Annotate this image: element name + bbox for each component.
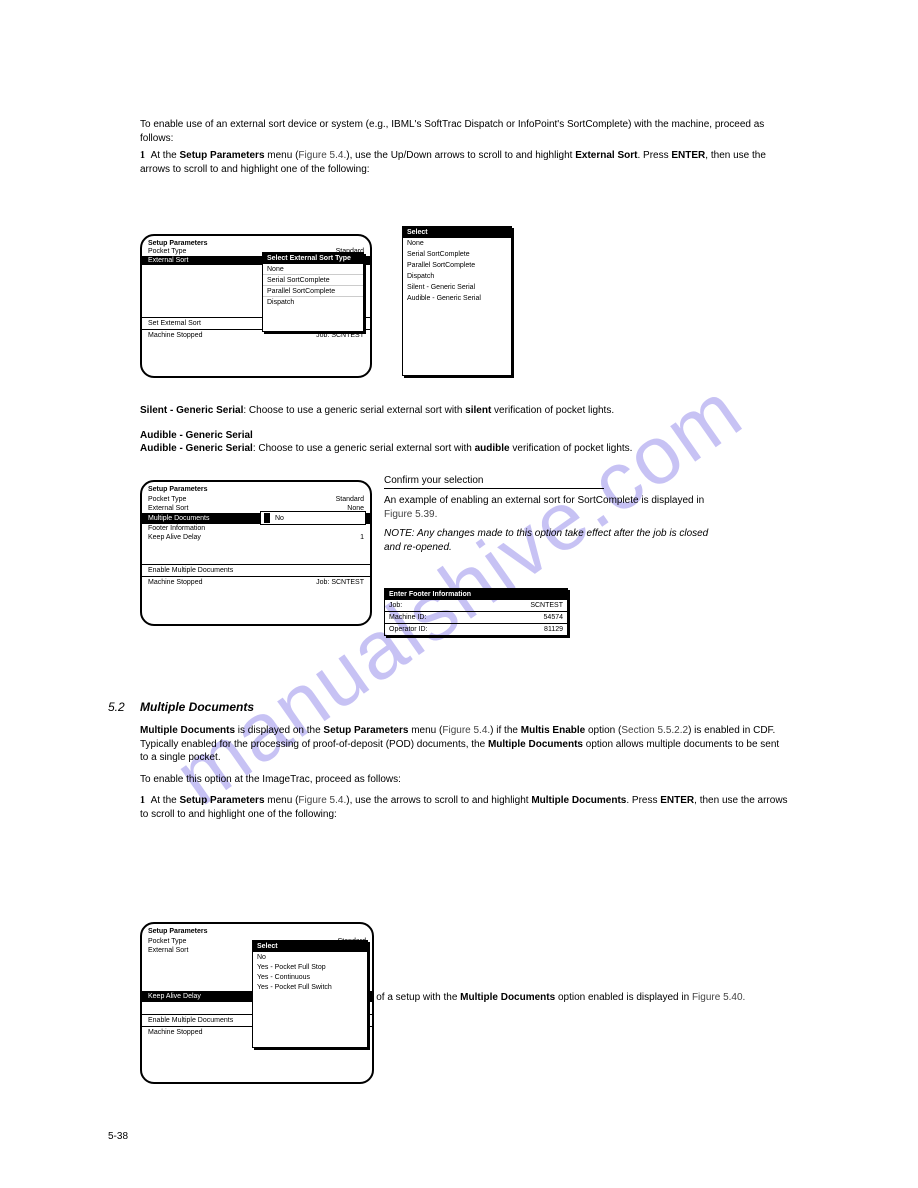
step-1: 1 At the Setup Parameters menu (Figure 5… [140,149,770,176]
list-item: Yes - Continuous [253,972,367,982]
list-item: Yes - Pocket Full Switch [253,982,367,992]
popup-select: Select No Yes - Pocket Full Stop Yes - C… [252,940,368,1048]
page-number: 5-38 [108,1131,128,1142]
monitor-multiple-options: Setup Parameters Pocket TypeStandard Ext… [140,922,374,1084]
footer-title: Enter Footer Information [385,589,567,600]
popup-external-sort: Select External Sort Type None Serial So… [262,252,364,332]
instruction: To enable this option at the ImageTrac, … [140,773,788,787]
note: NOTE: Any changes made to this option ta… [384,527,714,554]
popup-title: Select [253,941,367,952]
list-item: Audible - Generic Serial [403,293,511,304]
footer-info-box: Enter Footer Information Job:SCNTEST Mac… [384,588,568,636]
soft-row: Enable Multiple Documents [142,565,370,576]
silent-text: Silent - Generic Serial: Choose to use a… [140,404,780,418]
section-silent-audible: Silent - Generic Serial: Choose to use a… [140,404,780,455]
monitor-title: Setup Parameters [142,236,370,247]
table-row: Footer Information [142,524,370,533]
section-external-sort: To enable use of an external sort device… [140,118,770,182]
table-row-highlight: Multiple Documents No [142,513,370,524]
monitor-external-sort: Setup Parameters Pocket TypeStandard Ext… [140,234,372,378]
list-item: None [263,264,363,275]
page: To enable use of an external sort device… [0,0,918,1188]
screens-1: Setup Parameters Pocket TypeStandard Ext… [140,234,372,378]
confirm-text: An example of enabling an external sort … [384,494,714,554]
side-popup: Select None Serial SortComplete Parallel… [402,226,512,376]
monitor-title: Setup Parameters [142,482,370,495]
list-item: No [253,952,367,962]
monitor-title: Setup Parameters [142,924,372,937]
audible-title: Audible - Generic Serial [140,430,780,441]
list-item: Silent - Generic Serial [403,282,511,293]
section-body: Multiple Documents is displayed on the S… [140,724,788,786]
table-row: Keep Alive Delay1 [142,533,370,542]
status-row: Machine StoppedJob: SCNTEST [142,576,370,588]
table-row: Operator ID:81129 [385,624,567,635]
list-item: Dispatch [403,271,511,282]
table-row: Machine ID:54574 [385,612,567,623]
table-row: Pocket TypeStandard [142,495,370,504]
audible-text: Audible - Generic Serial: Choose to use … [140,442,780,456]
monitor-multiple-docs: Setup Parameters Pocket TypeStandard Ext… [140,480,372,626]
value-chip: No [260,511,366,525]
list-item: Yes - Pocket Full Stop [253,962,367,972]
cursor-icon [264,513,270,523]
list-item: Parallel SortComplete [403,260,511,271]
popup-title: Select External Sort Type [263,253,363,264]
list-item: None [403,238,511,249]
table-row: Job:SCNTEST [385,600,567,611]
list-item: Serial SortComplete [403,249,511,260]
section-title: Multiple Documents [140,700,788,714]
confirm-label: Confirm your selection [384,475,604,489]
intro-text: To enable use of an external sort device… [140,118,770,145]
popup-title: Select [403,227,511,238]
list-item: Parallel SortComplete [263,286,363,297]
step-1: 1 At the Setup Parameters menu (Figure 5… [140,794,788,821]
list-item: Serial SortComplete [263,275,363,286]
section-number: 5.2 [108,700,140,714]
list-item: Dispatch [263,297,363,307]
